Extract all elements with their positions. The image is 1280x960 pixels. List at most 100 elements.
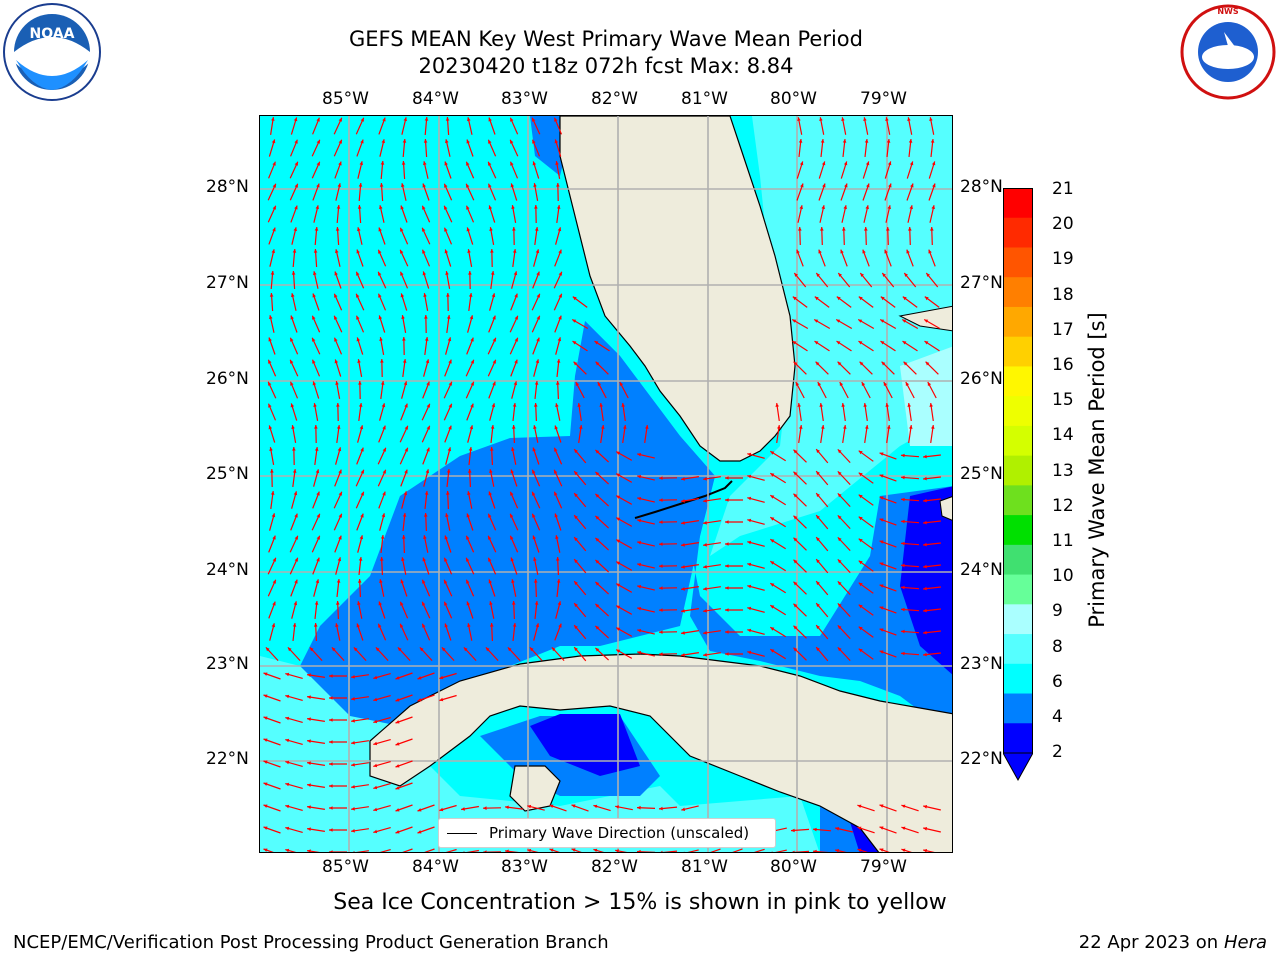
period-field-blue	[585, 321, 952, 716]
wave-arrow-head	[791, 828, 795, 833]
wave-arrow-head	[747, 496, 752, 501]
wave-arrow-head	[307, 717, 311, 721]
footer-host: Hera	[1223, 932, 1267, 953]
wave-arrow-head	[901, 541, 905, 546]
wave-arrow-head	[659, 476, 663, 480]
wave-arrow-head	[272, 601, 276, 606]
wave-arrow-head	[798, 139, 803, 143]
wave-arrow-head	[316, 161, 320, 166]
wave-arrow-head	[271, 623, 276, 628]
wave-arrow-head	[770, 627, 775, 631]
wave-arrow-head	[488, 491, 492, 496]
wave-arrow-head	[469, 315, 474, 320]
wave-arrow-head	[307, 761, 311, 765]
wave-arrow-shaft	[775, 849, 787, 852]
wave-arrow-head	[404, 469, 408, 474]
wave-arrow-head	[269, 315, 273, 320]
lat-tick-left: 26°N	[206, 369, 249, 389]
wave-arrow-head	[843, 161, 848, 166]
wave-arrow-head	[309, 647, 314, 652]
wave-arrow-head	[534, 227, 539, 231]
wave-arrow-head	[373, 719, 378, 724]
wave-arrow-head	[793, 603, 798, 608]
wave-arrow-head	[879, 584, 884, 588]
wave-arrow-head	[816, 493, 820, 497]
colorbar-tick-label: 21	[1052, 179, 1074, 199]
period-field-blue	[300, 321, 715, 726]
wave-arrow-head	[532, 447, 536, 452]
wave-arrow-head	[793, 537, 798, 542]
colorbar-band	[1003, 634, 1033, 665]
wave-arrow-head	[403, 491, 408, 496]
wave-arrow-head	[294, 513, 298, 518]
wave-arrow-head	[571, 848, 576, 852]
wave-arrow-head	[270, 271, 275, 275]
wave-arrow-head	[380, 535, 385, 539]
wave-arrow-head	[796, 249, 800, 254]
wave-arrow-head	[577, 403, 581, 407]
wave-arrow-head	[489, 623, 494, 627]
wave-arrow-head	[703, 631, 707, 635]
wave-arrow-head	[382, 469, 386, 474]
wave-arrow-head	[818, 249, 822, 254]
wave-arrow-head	[923, 608, 927, 613]
wave-arrow-head	[314, 447, 319, 451]
wave-arrow-head	[574, 559, 578, 563]
wave-arrow-head	[556, 205, 561, 209]
wave-arrow-head	[444, 161, 448, 166]
colorbar-band	[1003, 217, 1033, 248]
wave-arrow-head	[536, 315, 540, 320]
wave-arrow-head	[616, 539, 621, 543]
wave-arrow-head	[268, 425, 273, 430]
wave-arrow-head	[315, 469, 320, 474]
wave-arrow-head	[292, 447, 296, 451]
wave-arrow-head	[844, 183, 848, 188]
wave-arrow-head	[373, 741, 378, 746]
wave-arrow-head	[422, 579, 426, 584]
colorbar-band	[1003, 277, 1033, 308]
wave-arrow-head	[660, 850, 663, 852]
wave-arrow-head	[533, 183, 537, 187]
wave-arrow-head	[527, 804, 532, 809]
wave-arrow-head	[659, 608, 663, 612]
wave-arrow-head	[532, 161, 537, 166]
wave-arrow-head	[793, 361, 798, 366]
wave-arrow-head	[510, 469, 514, 474]
wave-arrow-head	[379, 579, 383, 583]
wave-arrow-head	[382, 117, 386, 122]
wave-arrow-shaft	[710, 848, 721, 852]
colorbar-tick-label: 11	[1052, 531, 1074, 551]
wave-arrow-head	[470, 403, 474, 408]
colorbar-outline	[1003, 188, 1033, 754]
lon-tick-top: 84°W	[412, 89, 459, 109]
wave-arrow-head	[527, 848, 532, 852]
wave-arrow-head	[529, 647, 534, 652]
wave-arrow-head	[488, 183, 492, 188]
wave-arrow-head	[554, 425, 558, 430]
wave-arrow-head	[489, 469, 493, 473]
wave-arrow-head	[593, 804, 598, 809]
wave-arrow-head	[395, 830, 400, 834]
lon-tick-top: 85°W	[322, 89, 369, 109]
wave-arrow-head	[859, 361, 864, 366]
svg-text:NOAA: NOAA	[30, 26, 75, 42]
wave-arrow-head	[923, 586, 927, 591]
wave-arrow-head	[357, 227, 361, 232]
lat-tick-left: 24°N	[206, 560, 249, 580]
wave-arrow-head	[703, 587, 707, 591]
wave-arrow-head	[816, 471, 820, 475]
wave-arrow-head	[439, 697, 444, 702]
lat-tick-left: 22°N	[206, 749, 249, 769]
wave-arrow-head	[312, 315, 316, 320]
colorbar-tick-label: 16	[1052, 355, 1074, 375]
wave-arrow-head	[797, 403, 801, 407]
wave-arrow-head	[858, 341, 863, 345]
wave-arrow-head	[468, 447, 473, 451]
wave-arrow-head	[404, 425, 408, 430]
wave-arrow-head	[397, 647, 402, 652]
wave-arrow-head	[814, 319, 819, 323]
wave-arrow-head	[351, 675, 355, 679]
wave-arrow-head	[444, 227, 448, 232]
wave-arrow-head	[426, 425, 430, 430]
wave-arrow-head	[836, 341, 841, 345]
